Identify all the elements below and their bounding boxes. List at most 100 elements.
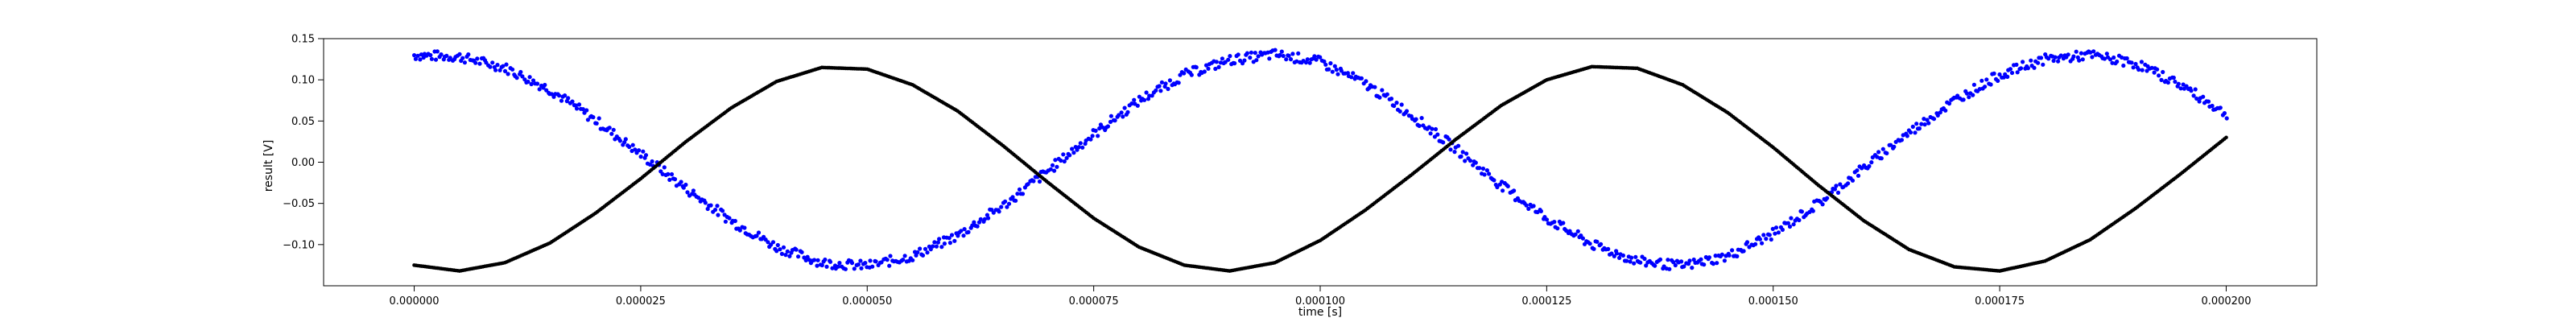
- blue-data-point: [1595, 239, 1600, 244]
- blue-data-point: [1113, 118, 1117, 123]
- blue-data-point: [910, 258, 915, 262]
- blue-data-point: [585, 118, 591, 122]
- blue-data-point: [1267, 56, 1272, 61]
- blue-data-point: [2161, 69, 2165, 75]
- blue-data-point: [708, 203, 713, 208]
- blue-data-point: [473, 60, 478, 65]
- blue-data-point: [2189, 89, 2194, 93]
- blue-data-point: [574, 106, 580, 111]
- blue-data-point: [1290, 52, 1295, 56]
- blue-data-point: [1167, 78, 1172, 83]
- blue-data-point: [1216, 64, 1221, 69]
- blue-data-point: [1144, 90, 1149, 95]
- blue-data-point: [1125, 109, 1130, 114]
- blue-data-point: [2129, 60, 2134, 65]
- blue-data-point: [1538, 208, 1543, 213]
- blue-data-point: [685, 190, 690, 195]
- blue-data-point: [1487, 171, 1492, 176]
- x-axis-label: time [s]: [1298, 306, 1342, 319]
- blue-data-point: [870, 264, 875, 269]
- blue-data-point: [712, 208, 718, 213]
- blue-data-point: [2008, 67, 2013, 72]
- blue-data-point: [2046, 56, 2051, 61]
- blue-data-point: [672, 177, 678, 182]
- blue-data-point: [2032, 65, 2037, 70]
- blue-data-point: [923, 246, 928, 251]
- blue-data-point: [934, 244, 939, 249]
- blue-data-point: [1064, 155, 1069, 160]
- blue-data-point: [901, 258, 906, 262]
- blue-data-point: [1773, 225, 1779, 230]
- blue-data-point: [1223, 60, 1228, 64]
- blue-data-point: [1477, 166, 1482, 171]
- blue-data-point: [1910, 124, 1915, 129]
- blue-data-point: [1093, 128, 1098, 133]
- y-axis-ticks: −0.10 −0.05 0.00 0.05 0.10 0.15: [283, 34, 324, 251]
- blue-data-point: [1512, 188, 1517, 193]
- blue-data-point: [1050, 163, 1055, 167]
- blue-data-point: [1083, 141, 1088, 147]
- blue-data-point: [1552, 220, 1557, 225]
- blue-data-point: [775, 242, 780, 248]
- blue-data-point: [662, 165, 667, 170]
- blue-data-point: [1322, 59, 1327, 64]
- blue-data-point: [935, 240, 940, 245]
- blue-data-point: [1351, 71, 1356, 76]
- blue-data-point: [1820, 202, 1825, 207]
- blue-data-point: [501, 64, 506, 68]
- blue-data-point: [460, 56, 465, 60]
- blue-data-point: [1330, 69, 1335, 74]
- blue-data-point: [666, 171, 671, 176]
- blue-data-point: [1667, 266, 1672, 271]
- blue-data-point: [2074, 49, 2079, 54]
- blue-data-point: [978, 217, 983, 221]
- blue-data-point: [1880, 147, 1885, 151]
- blue-data-point: [660, 171, 665, 176]
- blue-data-point: [803, 258, 808, 262]
- x-axis-ticks: 0.000000 0.000025 0.000050 0.000075 0.000100…: [390, 286, 2251, 308]
- blue-data-point: [1404, 109, 1410, 114]
- blue-data-point: [1463, 159, 1468, 163]
- blue-data-point: [999, 204, 1004, 209]
- blue-data-point: [1628, 259, 1633, 264]
- blue-data-point: [1791, 222, 1796, 227]
- blue-data-point: [1612, 254, 1616, 258]
- blue-data-point: [966, 229, 971, 234]
- blue-data-point: [1979, 78, 1984, 83]
- blue-data-point: [1373, 85, 1377, 89]
- blue-data-point: [2155, 67, 2160, 72]
- blue-data-point: [997, 209, 1001, 214]
- blue-data-point: [1690, 266, 1695, 270]
- blue-data-point: [949, 233, 955, 237]
- x-tick-label: 0.000150: [1748, 295, 1798, 308]
- blue-data-point: [1917, 126, 1922, 131]
- blue-data-point: [1452, 150, 1457, 155]
- blue-data-point: [902, 254, 907, 258]
- blue-data-point: [2051, 58, 2056, 64]
- blue-data-point: [556, 93, 562, 98]
- blue-data-point: [1713, 254, 1718, 258]
- blue-data-point: [637, 148, 642, 153]
- blue-data-point: [1055, 164, 1059, 169]
- blue-data-point: [1473, 160, 1478, 165]
- blue-data-point: [2157, 73, 2161, 78]
- blue-data-point: [1256, 54, 1261, 59]
- blue-data-point: [1671, 260, 1676, 265]
- blue-data-point: [1005, 204, 1009, 209]
- blue-data-point: [691, 188, 696, 193]
- blue-data-point: [961, 233, 966, 238]
- blue-data-point: [2159, 77, 2164, 82]
- blue-data-point: [1430, 126, 1435, 131]
- blue-data-point: [1789, 216, 1794, 221]
- blue-data-point: [641, 149, 646, 154]
- blue-data-point: [1464, 151, 1469, 156]
- blue-data-point: [1501, 188, 1505, 193]
- blue-data-point: [543, 82, 547, 88]
- x-tick-label: 0.000100: [1295, 295, 1345, 308]
- y-tick-label: −0.10: [283, 239, 315, 251]
- blue-data-point: [2021, 60, 2025, 64]
- blue-data-point: [495, 63, 500, 68]
- blue-data-point: [1983, 85, 1988, 89]
- blue-data-point: [1318, 55, 1323, 60]
